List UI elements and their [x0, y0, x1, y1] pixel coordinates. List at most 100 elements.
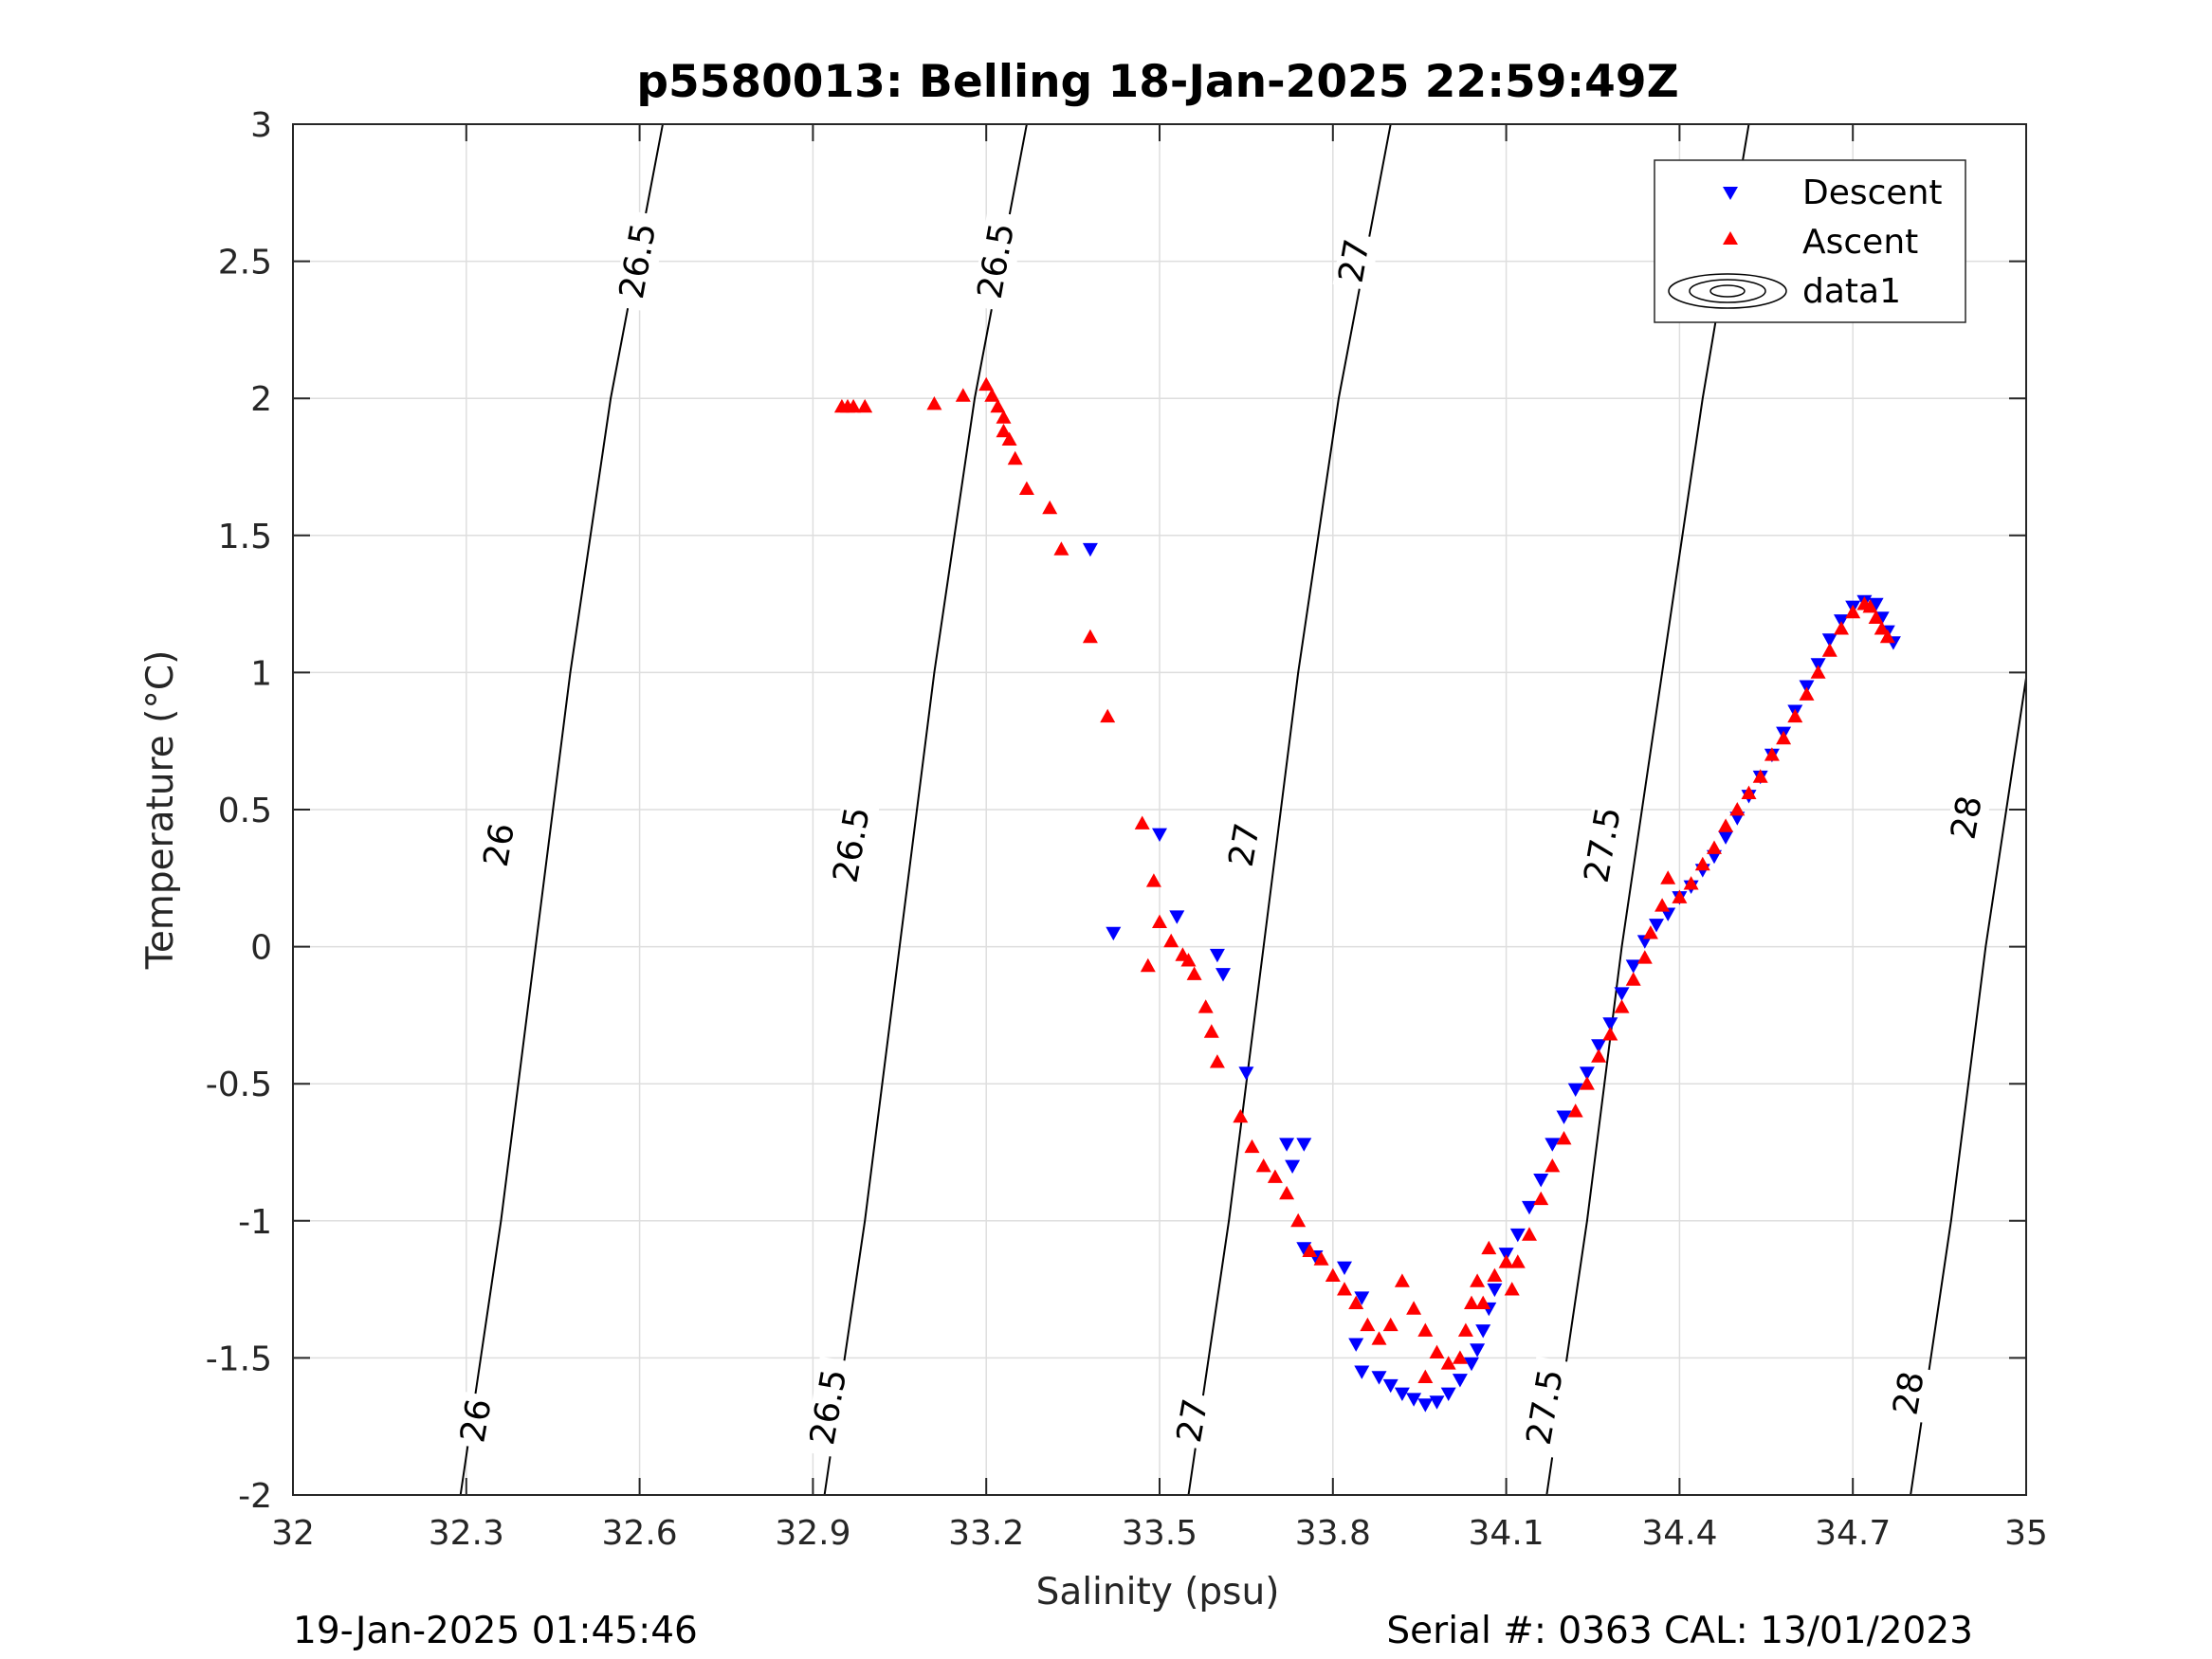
descent-marker — [1487, 1283, 1503, 1298]
ascent-marker — [1868, 610, 1884, 624]
descent-marker — [1337, 1261, 1352, 1275]
ascent-marker — [1764, 747, 1780, 761]
ascent-marker — [1134, 815, 1150, 830]
contour-label-background — [803, 1356, 858, 1459]
grid-lines — [293, 124, 2026, 1495]
ascent-marker — [1642, 925, 1658, 939]
descent-marker — [1868, 597, 1884, 612]
ascent-marker — [1509, 1254, 1526, 1268]
x-tick-label: 32 — [271, 1514, 315, 1553]
ascent-marker — [1457, 1322, 1473, 1337]
ascent-marker — [1140, 957, 1156, 973]
ascent-marker — [1591, 1048, 1607, 1063]
ascent-marker — [1660, 870, 1676, 884]
contour-label-background — [477, 815, 524, 875]
ascent-marker — [1290, 1212, 1307, 1228]
ascent-marker — [1487, 1267, 1503, 1282]
ascent-marker — [1209, 1054, 1225, 1068]
ascent-marker — [1186, 966, 1202, 980]
descent-marker — [1238, 1066, 1254, 1081]
y-tick-label: 1 — [250, 654, 272, 693]
contour-label: 27 — [1222, 820, 1268, 869]
ascent-marker — [1337, 1282, 1352, 1296]
isopycnal-contours — [459, 123, 2027, 1496]
x-tick-label: 35 — [2004, 1514, 2048, 1553]
ascent-marker — [1406, 1301, 1422, 1315]
ascent-marker — [1394, 1273, 1410, 1287]
descent-marker — [1440, 1387, 1456, 1401]
ascent-marker — [1180, 953, 1197, 967]
descent-marker — [1106, 926, 1122, 941]
descent-marker — [1354, 1365, 1370, 1379]
ascent-marker — [1001, 431, 1017, 446]
ascent-marker — [1636, 950, 1653, 964]
ascent-marker — [926, 396, 942, 410]
ascent-marker — [1348, 1295, 1364, 1309]
x-tick-label: 33.5 — [1122, 1514, 1197, 1553]
y-tick-label: -2 — [238, 1477, 272, 1516]
ascent-marker — [1522, 1227, 1537, 1241]
ascent-marker — [1475, 1295, 1491, 1309]
footer-timestamp: 19-Jan-2025 01:45:46 — [293, 1610, 698, 1652]
contour-label-background — [1887, 1363, 1934, 1424]
descent-marker — [1602, 1017, 1618, 1031]
descent-marker — [1082, 542, 1098, 557]
contour-label: 27 — [1170, 1396, 1216, 1446]
descent-marker — [1718, 830, 1734, 845]
ascent-marker — [1325, 1267, 1341, 1282]
ascent-marker — [1145, 873, 1161, 887]
descent-marker — [1279, 1138, 1295, 1152]
ascent-series — [833, 376, 1895, 1383]
ascent-marker — [1481, 1240, 1497, 1255]
chart-title: p5580013: Belling 18-Jan-2025 22:59:49Z — [636, 56, 1678, 108]
ascent-marker — [846, 398, 862, 413]
descent-marker — [1579, 1066, 1595, 1081]
descent-marker — [1417, 1398, 1434, 1413]
ascent-marker — [1163, 933, 1179, 948]
ascent-marker — [1834, 621, 1849, 635]
ascent-marker — [1244, 1139, 1260, 1154]
descent-marker — [1296, 1138, 1312, 1152]
y-tick-label: 0 — [250, 929, 272, 968]
ascent-marker — [1417, 1322, 1434, 1337]
ascent-marker — [1255, 1158, 1271, 1173]
ascent-marker — [978, 376, 995, 392]
ascent-marker — [984, 388, 1000, 402]
y-axis-label: Temperature (°C) — [139, 650, 182, 971]
contour-line-26.5 — [823, 123, 1028, 1496]
y-tick-label: -0.5 — [206, 1066, 272, 1104]
ascent-marker — [1417, 1369, 1434, 1383]
x-axis-label: Salinity (psu) — [1036, 1571, 1280, 1613]
descent-marker — [1464, 1357, 1479, 1372]
descent-marker — [1285, 1159, 1301, 1174]
descent-marker — [1354, 1291, 1370, 1305]
legend-contour-icon — [1668, 273, 1787, 309]
ascent-marker — [1429, 1344, 1445, 1358]
ascent-marker — [1672, 889, 1688, 903]
y-tick-label: 3 — [250, 106, 272, 145]
ascent-marker — [1082, 629, 1098, 644]
y-axis-ticks: -2 -1.5 -1 -0.5 0 0.5 1 1.5 2 2.5 3 — [206, 106, 2026, 1516]
contour-line-27 — [1187, 123, 1392, 1496]
contour-label-background — [612, 210, 667, 313]
y-tick-label: 0.5 — [218, 792, 272, 830]
ascent-marker — [1602, 1027, 1618, 1041]
ascent-marker — [1567, 1103, 1583, 1118]
descent-marker — [1152, 828, 1167, 842]
descent-marker — [1475, 1324, 1491, 1339]
ascent-marker — [1233, 1108, 1249, 1123]
descent-marker — [1545, 1138, 1561, 1152]
y-tick-label: -1 — [238, 1203, 272, 1242]
y-tick-label: 2 — [250, 380, 272, 419]
ascent-marker — [1729, 802, 1746, 816]
ascent-marker — [1752, 769, 1768, 783]
ascent-marker — [1810, 665, 1826, 679]
ascent-marker — [1625, 972, 1641, 986]
ascent-marker — [996, 410, 1012, 424]
legend: Descent Ascent data1 — [1654, 159, 1966, 323]
ascent-marker — [1741, 785, 1757, 799]
ascent-marker — [1533, 1191, 1549, 1206]
descent-marker — [1556, 1110, 1572, 1124]
x-tick-label: 32.3 — [429, 1514, 504, 1553]
